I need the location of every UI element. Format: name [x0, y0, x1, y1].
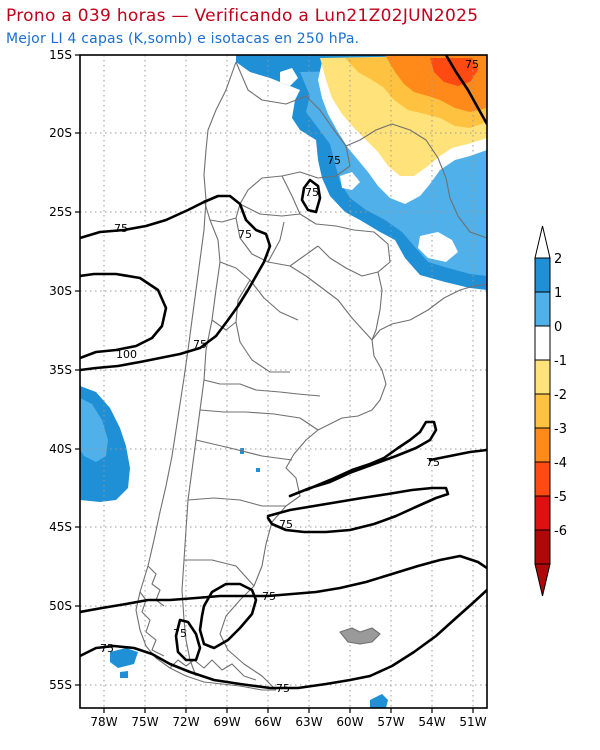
- isotach-north-75: [80, 194, 272, 372]
- colorbar-segment: [534, 495, 551, 531]
- li-shade-red: [430, 58, 478, 86]
- colorbar-label: 1: [554, 286, 562, 301]
- isotach-south-75: [80, 554, 487, 614]
- li-shade-dot-2: [256, 468, 260, 472]
- isotach-east-75: [428, 448, 487, 462]
- lat-tick-label: 15S: [49, 48, 72, 62]
- colorbar-label: -4: [554, 456, 567, 471]
- li-shade-lightblue-west: [80, 398, 108, 462]
- axis-labels: 15S 20S 25S 30S 35S 40S 45S 50S 55S 78W 75W 72W 69W 6…: [49, 48, 487, 729]
- contour-label-7: 75: [426, 456, 440, 469]
- map-frame: [79, 54, 488, 709]
- contour-label-5: 75: [193, 338, 207, 351]
- lat-tick-label: 45S: [49, 520, 72, 534]
- li-shade-hole-3: [280, 68, 298, 86]
- lon-tick-label: 57W: [377, 715, 404, 729]
- colorbar: 2 1 0 -1 -2 -3 -4 -5 -6: [534, 225, 567, 597]
- chart-subtitle: Mejor LI 4 capas (K,somb) e isotacas en …: [6, 31, 360, 47]
- li-shade-blob-south-2: [120, 671, 128, 678]
- li-shade-blob-bottom: [370, 694, 388, 708]
- colorbar-label: 0: [554, 320, 562, 335]
- lat-tick-label: 40S: [49, 442, 72, 456]
- lon-tick-label: 54W: [418, 715, 445, 729]
- falkland-islands: [339, 627, 381, 645]
- chart-title: Prono a 039 horas — Verificando a Lun21Z…: [6, 6, 479, 26]
- colorbar-top-arrow: [534, 225, 551, 259]
- colorbar-segment: [534, 257, 551, 293]
- isotach-patagonia-75: [198, 582, 258, 650]
- li-shade-blob-south: [110, 648, 138, 668]
- map-grid: [80, 55, 487, 708]
- lon-tick-label: 78W: [90, 715, 117, 729]
- lat-tick-label: 55S: [49, 678, 72, 692]
- lat-tick-label: 50S: [49, 599, 72, 613]
- isotach-bolivia-75: [300, 178, 322, 214]
- colorbar-segment: [534, 427, 551, 463]
- isotach-chile-75: [174, 618, 202, 662]
- colorbar-segment: [534, 291, 551, 327]
- contour-label-11: 75: [100, 642, 114, 655]
- colorbar-segment: [534, 359, 551, 395]
- lat-tick-label: 25S: [49, 205, 72, 219]
- colorbar-segment: [534, 461, 551, 497]
- contour-label-6: 100: [116, 348, 137, 361]
- contour-label-1: 75: [114, 222, 128, 235]
- contour-label-8: 75: [279, 518, 293, 531]
- li-shading: [80, 55, 487, 708]
- colorbar-label: -3: [554, 422, 567, 437]
- contour-label-10: 75: [173, 627, 187, 640]
- lat-tick-label: 20S: [49, 126, 72, 140]
- isotach-45s-75: [266, 486, 450, 534]
- contour-label-3: 75: [305, 186, 319, 199]
- isotach-100: [80, 272, 168, 360]
- isotach-mid-75: [288, 420, 438, 498]
- colorbar-segment: [534, 529, 551, 565]
- axis-ticks: [75, 54, 474, 713]
- border-brazil: [345, 123, 487, 239]
- colorbar-segment: [534, 393, 551, 429]
- colorbar-label: -1: [554, 354, 567, 369]
- colorbar-segment: [534, 325, 551, 361]
- isotach-bottom-east-75: [368, 588, 487, 678]
- lon-tick-label: 63W: [295, 715, 322, 729]
- border-uruguay: [371, 271, 383, 341]
- lon-tick-label: 51W: [459, 715, 486, 729]
- coastline-west-south-america: [135, 61, 276, 691]
- contour-label-13: 75: [465, 58, 479, 71]
- lat-tick-label: 35S: [49, 363, 72, 377]
- li-shade-hole-1: [418, 232, 458, 262]
- colorbar-label: -5: [554, 490, 567, 505]
- lon-tick-label: 75W: [131, 715, 158, 729]
- isotach-contours: [80, 55, 487, 690]
- lat-tick-label: 30S: [49, 284, 72, 298]
- colorbar-bottom-arrow: [534, 563, 551, 597]
- contour-label-2: 75: [238, 228, 252, 241]
- map-borders: [135, 61, 487, 691]
- border-argentina-chile: [181, 199, 221, 677]
- lon-tick-label: 72W: [172, 715, 199, 729]
- colorbar-label: -2: [554, 388, 567, 403]
- contour-label-9: 75: [262, 590, 276, 603]
- lon-tick-label: 69W: [213, 715, 240, 729]
- lon-tick-label: 66W: [254, 715, 281, 729]
- colorbar-label: 2: [554, 252, 562, 267]
- isotach-bottom-75: [80, 644, 372, 690]
- contour-labels: 75 75 75 75 75 100 75 75 75 75 75 75 75: [100, 58, 479, 695]
- border-paraguay: [281, 175, 391, 277]
- colorbar-label: -6: [554, 524, 567, 539]
- isotach-north-east-75: [444, 55, 487, 126]
- border-provinces: [184, 203, 373, 587]
- contour-label-4: 75: [327, 154, 341, 167]
- contour-label-12: 75: [276, 682, 290, 695]
- lon-tick-label: 60W: [336, 715, 363, 729]
